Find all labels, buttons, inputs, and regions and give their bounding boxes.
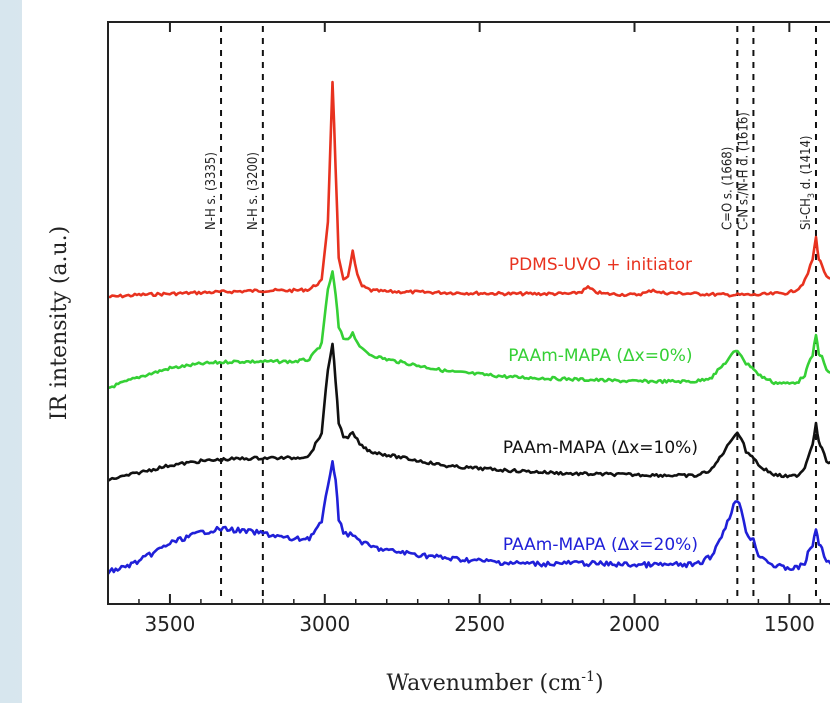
reference-lines: N-H s. (3335) N-H s. (3200) C=O s. (1668) C… — [204, 26, 817, 602]
series-label: PAAm-MAPA (Δx=10%) — [503, 438, 698, 458]
series-label: PDMS-UVO + initiator — [509, 255, 692, 275]
reference-line-label: C-N s./N-H d. (1616) — [736, 112, 751, 230]
x-tick-label: 2000 — [609, 612, 660, 636]
reference-label-tail: d. (1414) — [799, 136, 814, 193]
x-tick-label: 1500 — [764, 612, 815, 636]
series-line — [107, 270, 830, 390]
x-tick-label: 2500 — [454, 612, 505, 636]
y-axis-title: IR intensity (a.u.) — [47, 226, 72, 421]
x-axis-ticks: 3500 3000 2500 2000 1500 — [138, 22, 822, 636]
x-axis-label: Wavenumber (cm-1) — [386, 669, 603, 696]
series-layer: PDMS-UVO + initiator PAAm-MAPA (Δx=0%) PAA… — [106, 80, 830, 575]
reference-line-label: C=O s. (1668) — [720, 147, 735, 230]
reference-label-sub: 3 — [807, 193, 817, 198]
reference-line-label: N-H s. (3335) — [204, 152, 219, 230]
y-axis-label: IR intensity (a.u.) — [47, 226, 72, 421]
reference-line-label: Si-CH3 d. (1414) — [799, 136, 817, 230]
x-tick-label: 3000 — [299, 612, 350, 636]
x-axis-label-close: ) — [595, 671, 604, 696]
ir-spectrum-chart: N-H s. (3335) N-H s. (3200) C=O s. (1668) C… — [47, 21, 830, 696]
series-label: PAAm-MAPA (Δx=20%) — [503, 535, 698, 555]
x-tick-label: 3500 — [144, 612, 195, 636]
x-axis-label-text: Wavenumber (cm — [386, 671, 581, 696]
series-line — [106, 460, 830, 575]
x-axis-label-sup: -1 — [581, 669, 595, 685]
series-label: PAAm-MAPA (Δx=0%) — [508, 346, 692, 366]
series-line — [108, 80, 830, 299]
ir-spectrum-figure: N-H s. (3335) N-H s. (3200) C=O s. (1668) C… — [22, 0, 830, 703]
series-line — [107, 342, 830, 482]
plot-frame — [107, 21, 830, 605]
reference-line-label: N-H s. (3200) — [246, 152, 261, 230]
reference-label-main: Si-CH — [799, 198, 814, 230]
